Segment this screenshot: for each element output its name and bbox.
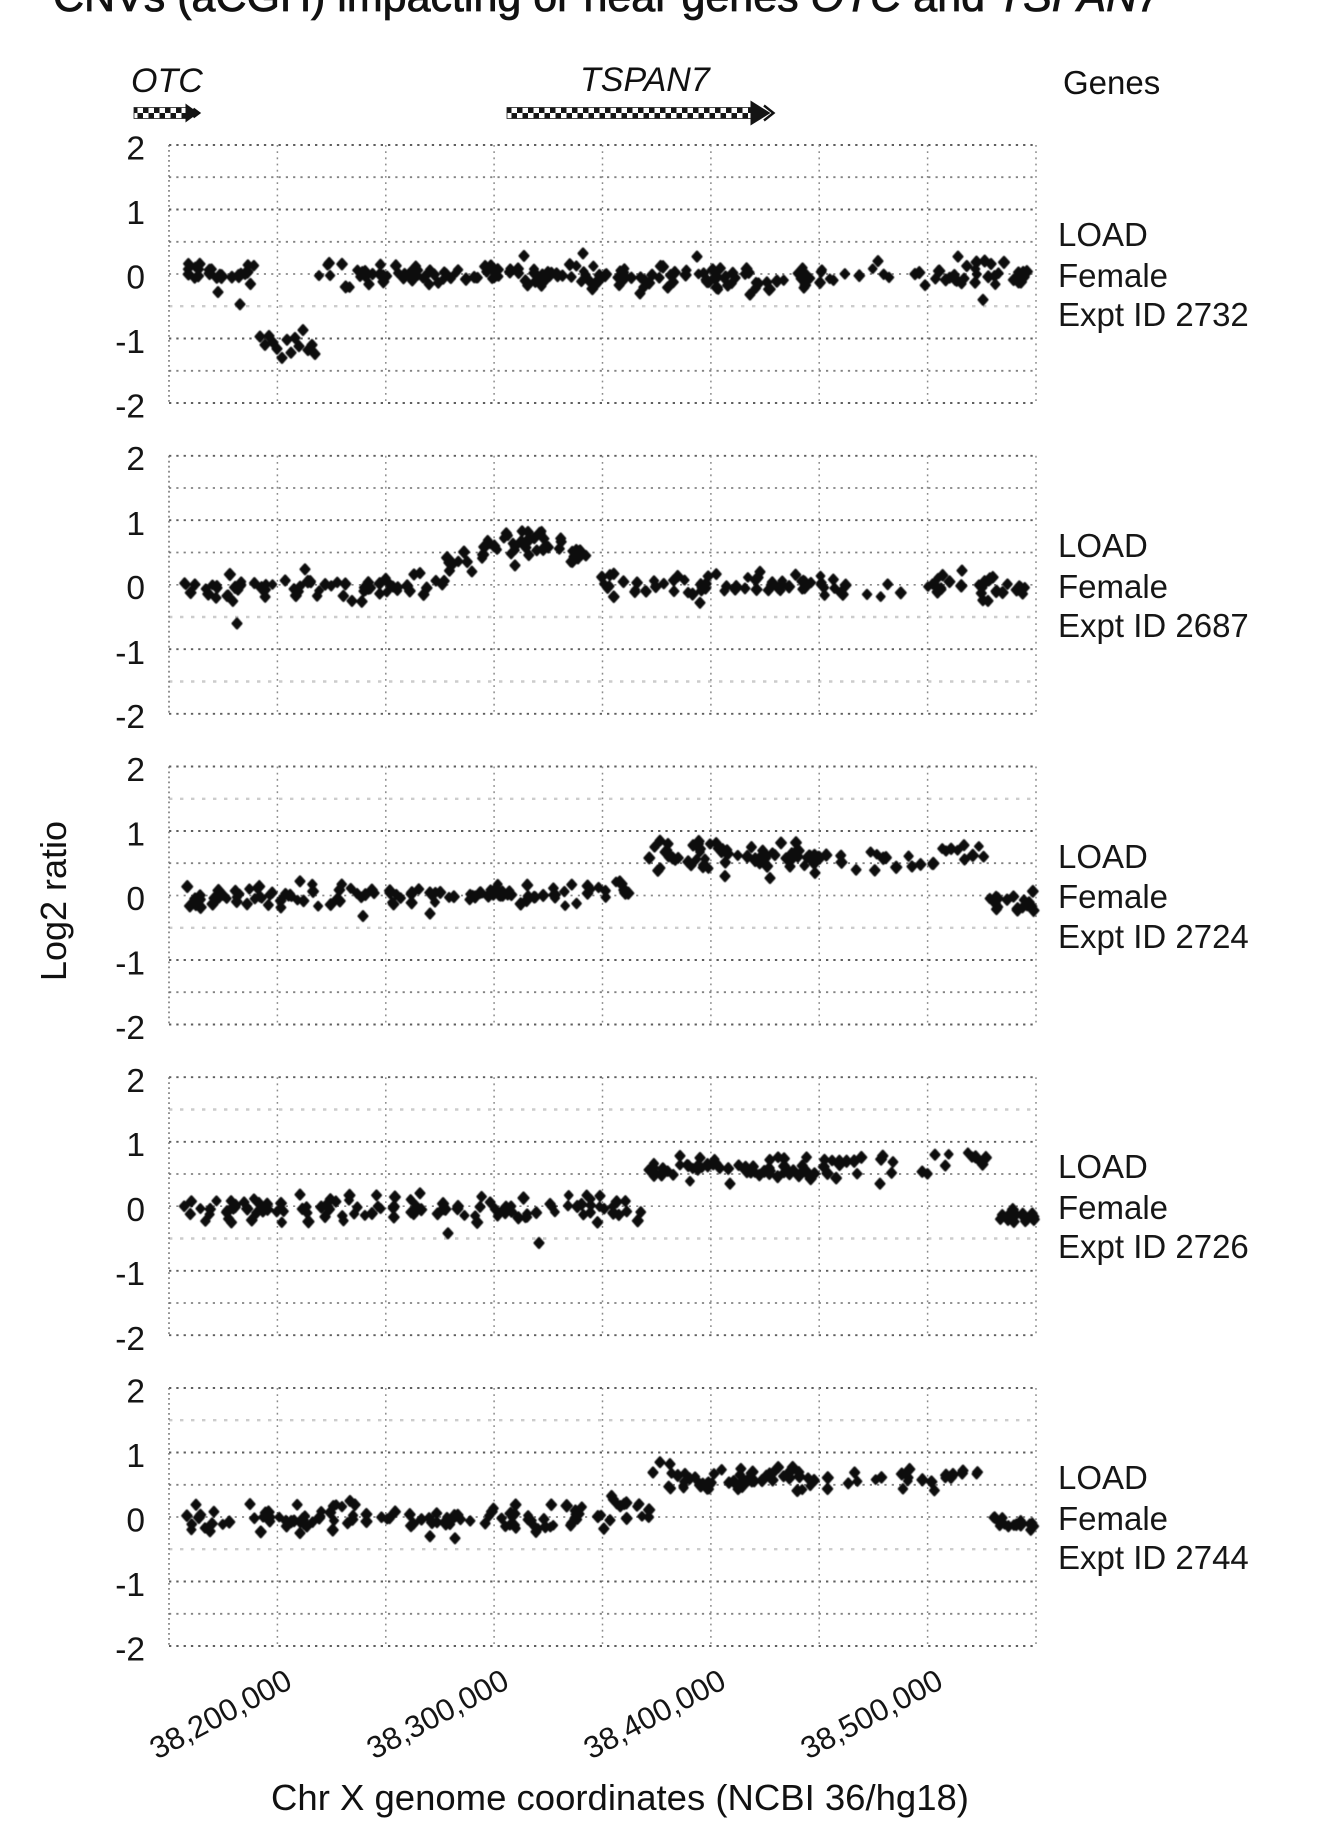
svg-text:LOAD: LOAD: [1058, 1459, 1148, 1496]
svg-text:Female: Female: [1058, 257, 1168, 294]
svg-text:1: 1: [126, 195, 145, 232]
svg-text:0: 0: [126, 260, 145, 297]
svg-text:Chr X genome coordinates (NCBI: Chr X genome coordinates (NCBI 36/hg18): [271, 1777, 969, 1818]
svg-text:Expt ID 2726: Expt ID 2726: [1058, 1228, 1249, 1265]
svg-text:2: 2: [126, 131, 145, 168]
svg-text:-1: -1: [115, 324, 145, 361]
svg-text:Female: Female: [1058, 1500, 1168, 1537]
svg-text:1: 1: [126, 506, 145, 543]
svg-text:Genes: Genes: [1063, 64, 1160, 101]
svg-text:2: 2: [126, 1374, 145, 1411]
svg-text:Female: Female: [1058, 878, 1168, 915]
svg-text:-1: -1: [115, 1567, 145, 1604]
svg-text:0: 0: [126, 1503, 145, 1540]
svg-text:-2: -2: [115, 1010, 145, 1047]
svg-text:Female: Female: [1058, 1189, 1168, 1226]
svg-text:0: 0: [126, 570, 145, 607]
svg-text:LOAD: LOAD: [1058, 527, 1148, 564]
svg-text:TSPAN7: TSPAN7: [580, 61, 711, 99]
svg-text:1: 1: [126, 817, 145, 854]
svg-text:LOAD: LOAD: [1058, 216, 1148, 253]
svg-text:-2: -2: [115, 1321, 145, 1358]
svg-text:-2: -2: [115, 389, 145, 426]
svg-text:CNVs (aCGH) impacting or near: CNVs (aCGH) impacting or near genes OTC …: [53, 0, 1163, 21]
svg-text:-1: -1: [115, 635, 145, 672]
svg-text:-1: -1: [115, 946, 145, 983]
svg-text:Female: Female: [1058, 568, 1168, 605]
svg-text:Expt ID 2724: Expt ID 2724: [1058, 918, 1249, 955]
svg-text:Expt ID 2732: Expt ID 2732: [1058, 296, 1249, 333]
svg-text:1: 1: [126, 1127, 145, 1164]
svg-text:1: 1: [126, 1438, 145, 1475]
svg-text:0: 0: [126, 881, 145, 918]
svg-text:-2: -2: [115, 699, 145, 736]
svg-text:LOAD: LOAD: [1058, 1148, 1148, 1185]
svg-text:2: 2: [126, 441, 145, 478]
svg-text:OTC: OTC: [131, 62, 203, 100]
svg-text:-2: -2: [115, 1632, 145, 1669]
svg-text:2: 2: [126, 1063, 145, 1100]
svg-text:-1: -1: [115, 1256, 145, 1293]
svg-text:LOAD: LOAD: [1058, 838, 1148, 875]
svg-text:2: 2: [126, 752, 145, 789]
svg-text:Expt ID 2687: Expt ID 2687: [1058, 607, 1249, 644]
svg-text:0: 0: [126, 1192, 145, 1229]
svg-text:Expt ID 2744: Expt ID 2744: [1058, 1539, 1249, 1576]
svg-text:Log2 ratio: Log2 ratio: [33, 821, 74, 981]
